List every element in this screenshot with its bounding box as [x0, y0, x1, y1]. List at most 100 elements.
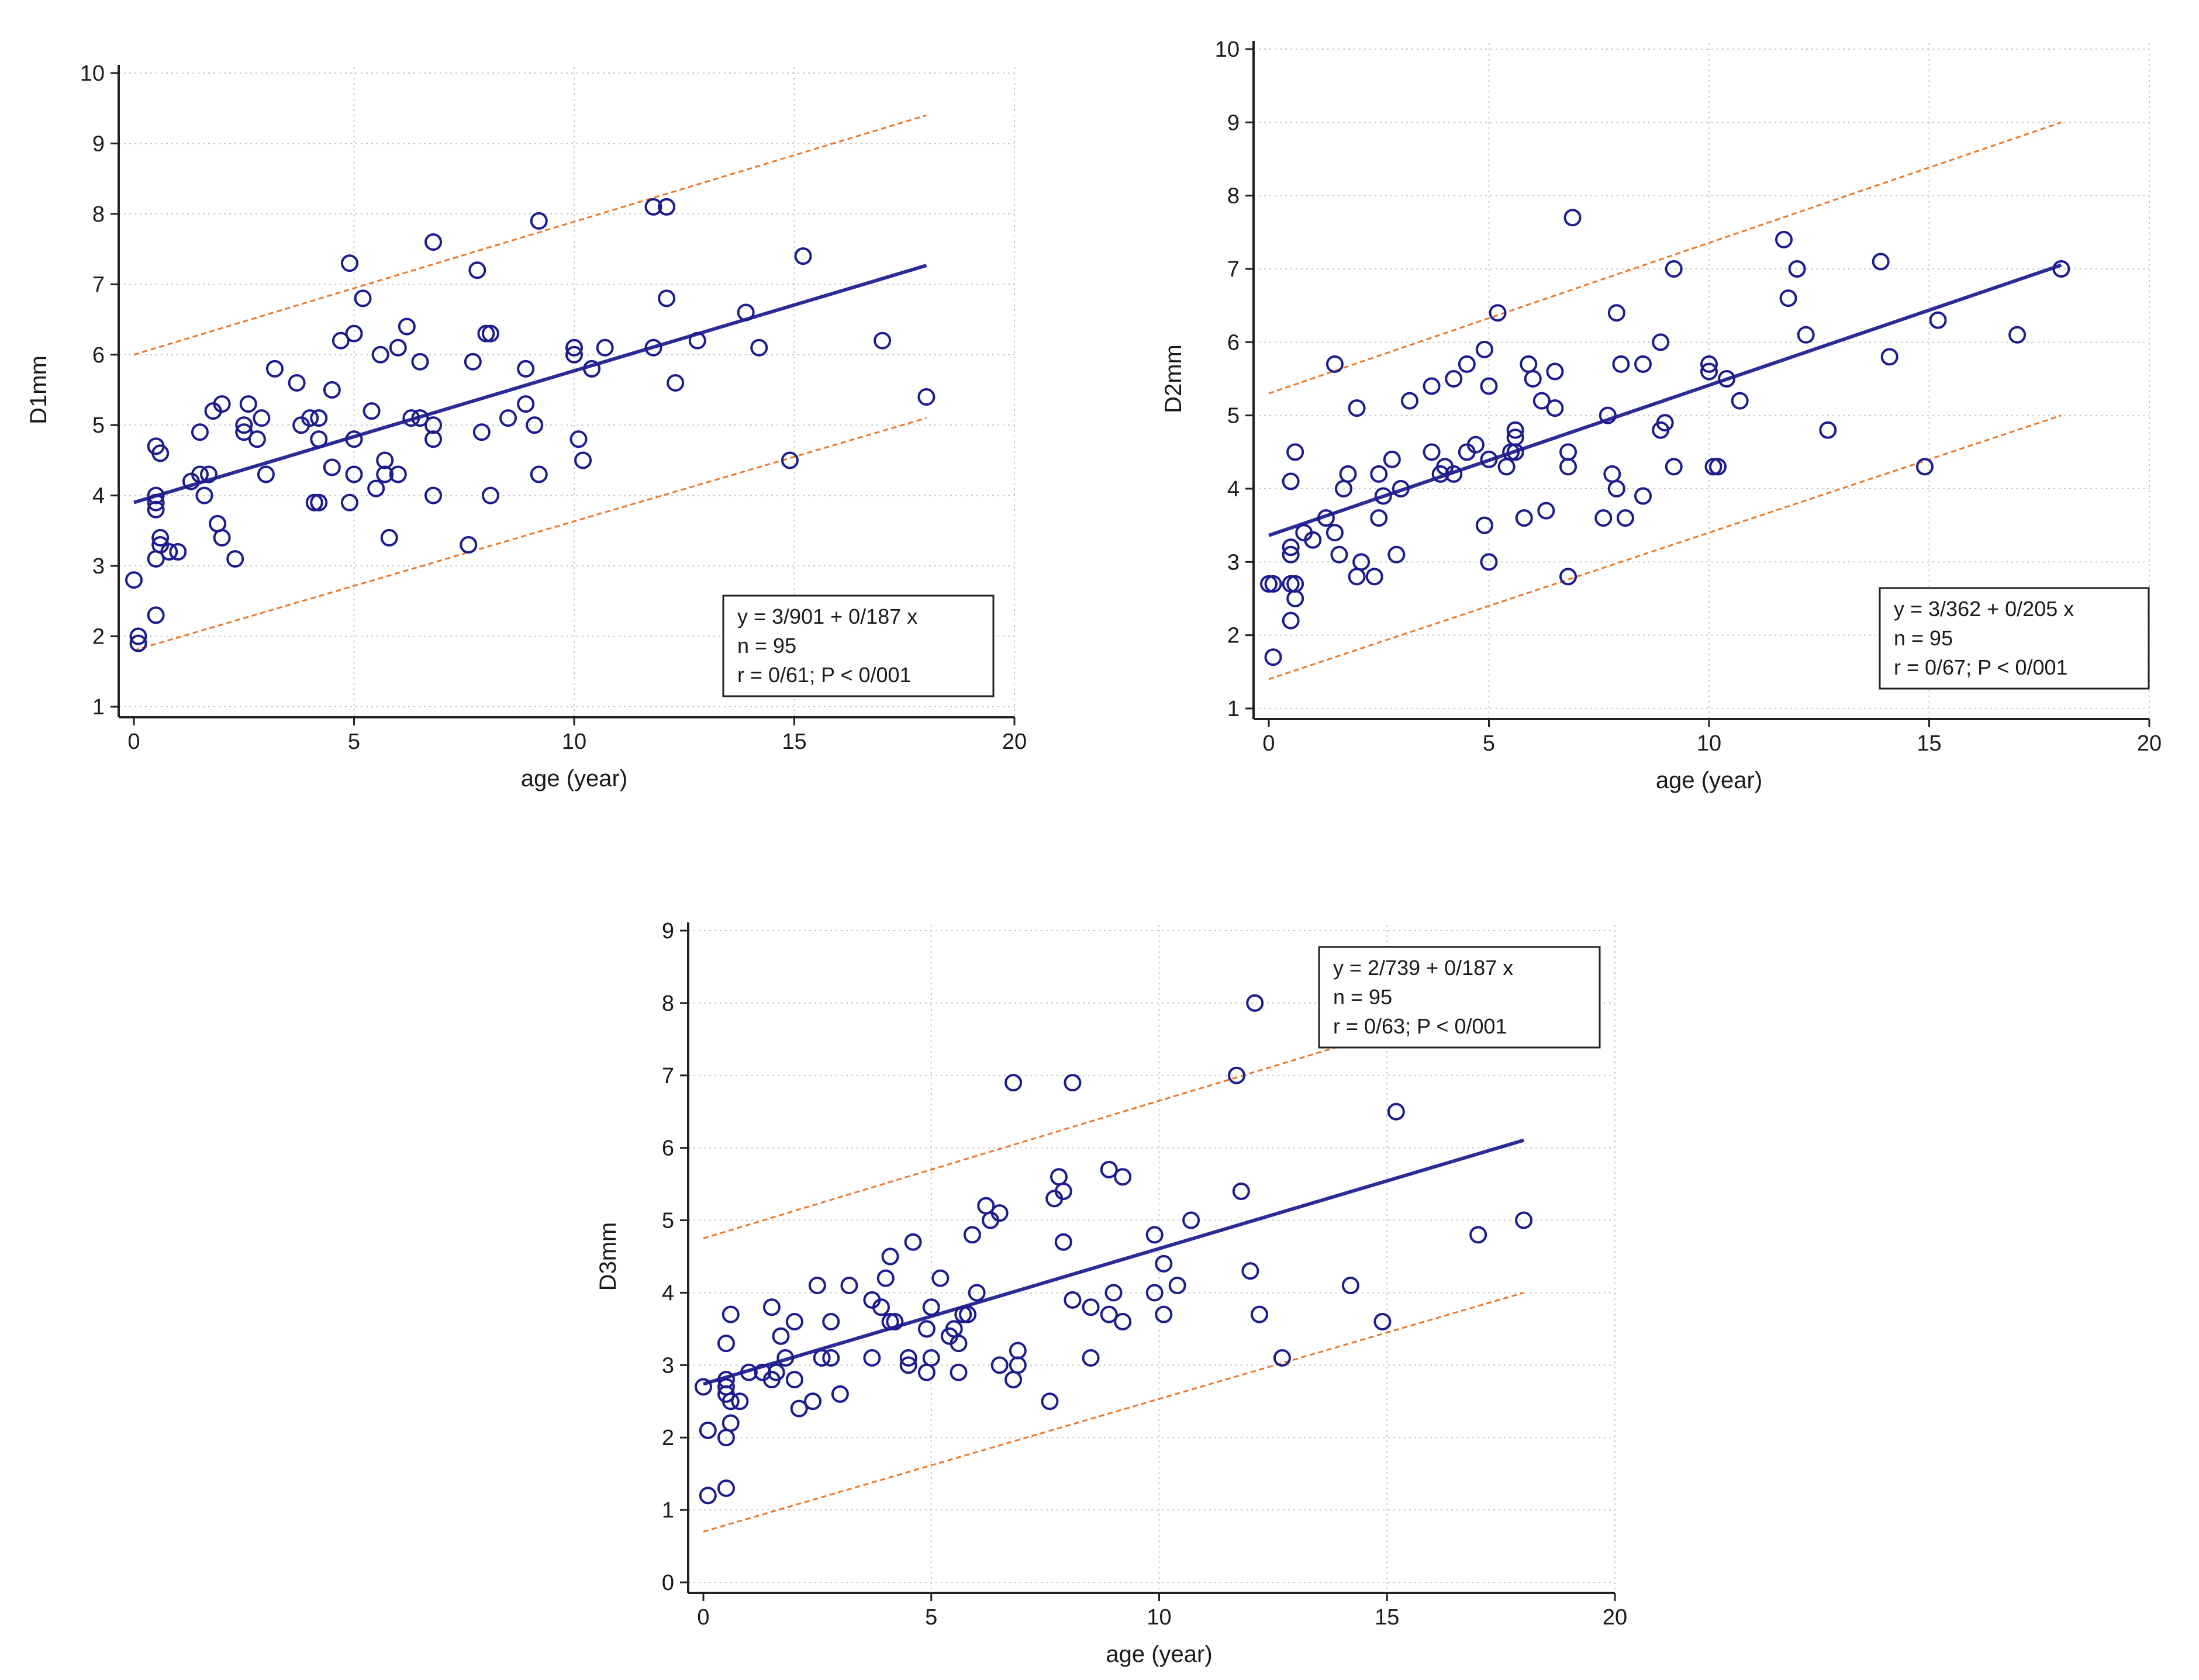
data-point — [2008, 326, 2027, 344]
data-point — [1348, 568, 1366, 586]
data-point — [574, 451, 592, 469]
data-point — [1050, 1168, 1068, 1186]
y-tick-label: 9 — [1227, 110, 1240, 135]
data-point — [899, 1349, 917, 1367]
y-tick-label: 0 — [662, 1571, 674, 1595]
y-tick-label: 5 — [92, 413, 105, 438]
data-point — [477, 324, 495, 343]
data-point — [1064, 1291, 1082, 1309]
data-points — [695, 994, 1533, 1505]
data-point — [1704, 458, 1722, 476]
ci-lower-line — [133, 417, 927, 652]
data-point — [1559, 458, 1577, 476]
x-tick-label: 20 — [1603, 1605, 1627, 1630]
data-point — [1260, 575, 1278, 593]
data-point — [717, 1335, 735, 1353]
y-tick-label: 2 — [1227, 624, 1240, 648]
data-point — [1374, 487, 1392, 505]
y-tick-label: 1 — [92, 695, 105, 720]
x-tick-label: 0 — [127, 730, 140, 754]
data-point — [1064, 1074, 1082, 1092]
data-point — [750, 338, 768, 357]
data-point — [1282, 538, 1300, 556]
data-points — [1260, 209, 2070, 666]
data-point — [1634, 487, 1652, 505]
data-point — [305, 493, 323, 511]
data-point — [717, 1371, 735, 1389]
data-point — [1348, 399, 1366, 417]
x-tick-label: 10 — [562, 730, 586, 754]
x-tick-label: 0 — [697, 1605, 709, 1630]
data-point — [840, 1277, 858, 1295]
stats-line: y = 3/901 + 0/187 x — [737, 604, 917, 628]
data-point — [323, 381, 341, 399]
data-point — [151, 528, 170, 547]
data-point — [959, 1305, 977, 1323]
data-point — [354, 289, 372, 307]
data-point — [1563, 209, 1582, 227]
x-tick-label: 15 — [1917, 731, 1941, 756]
data-point — [1872, 253, 1890, 271]
data-point — [1325, 524, 1344, 542]
data-point — [1273, 1349, 1291, 1367]
data-point — [950, 1335, 968, 1353]
data-point — [1339, 465, 1357, 483]
data-point — [1915, 458, 1934, 476]
data-point — [565, 345, 583, 364]
ci-upper-line — [1268, 121, 2062, 395]
data-point — [363, 402, 381, 420]
data-point — [1445, 465, 1463, 483]
data-point — [1352, 553, 1371, 571]
data-point — [1392, 480, 1410, 497]
data-point — [213, 395, 231, 413]
chart-d3: 0 1 2 3 4 5 6 7 8 9 0 5 10 15 20 age (year) D3mm y = 2/73… — [595, 919, 1627, 1667]
data-point — [389, 465, 407, 483]
data-point — [876, 1269, 895, 1287]
data-point — [499, 409, 517, 427]
y-tick-label: 7 — [92, 272, 105, 297]
x-tick-label: 20 — [1002, 730, 1027, 754]
data-point — [1520, 355, 1538, 373]
y-tick-label: 10 — [80, 61, 105, 86]
data-point — [1041, 1392, 1059, 1411]
data-point — [963, 1226, 981, 1244]
data-point — [881, 1313, 899, 1330]
stats-line: r = 0/67; P < 0/001 — [1894, 655, 2068, 679]
data-point — [1373, 1313, 1392, 1330]
data-point — [1370, 509, 1388, 527]
data-point — [1325, 355, 1344, 373]
y-tick-label: 5 — [662, 1209, 674, 1233]
data-point — [644, 198, 662, 216]
data-point — [1145, 1284, 1164, 1302]
data-point — [699, 1487, 717, 1505]
data-point — [147, 486, 165, 504]
data-point — [226, 550, 244, 568]
y-tick-label: 2 — [92, 625, 105, 649]
x-axis-title: age (year) — [521, 766, 627, 791]
data-point — [288, 374, 306, 392]
data-point — [667, 374, 685, 392]
data-point — [822, 1349, 840, 1367]
data-point — [147, 493, 165, 511]
data-point — [1365, 568, 1383, 586]
data-point — [808, 1277, 826, 1295]
y-tick-label: 6 — [1227, 330, 1240, 355]
data-point — [129, 634, 147, 652]
data-point — [1383, 450, 1401, 468]
data-point — [781, 451, 799, 469]
data-point — [248, 430, 266, 448]
data-point — [1155, 1254, 1173, 1273]
data-point — [722, 1414, 740, 1432]
data-point — [1480, 377, 1498, 395]
data-point — [1282, 611, 1300, 630]
data-point — [1515, 509, 1533, 527]
data-point — [1665, 260, 1683, 278]
data-point — [776, 1349, 795, 1367]
y-tick-label: 4 — [1227, 477, 1240, 502]
data-point — [767, 1363, 785, 1381]
stats-box-frame — [1318, 946, 1601, 1049]
data-point — [1286, 443, 1304, 461]
data-point — [1537, 502, 1555, 520]
data-point — [125, 571, 143, 589]
data-point — [1775, 230, 1793, 248]
